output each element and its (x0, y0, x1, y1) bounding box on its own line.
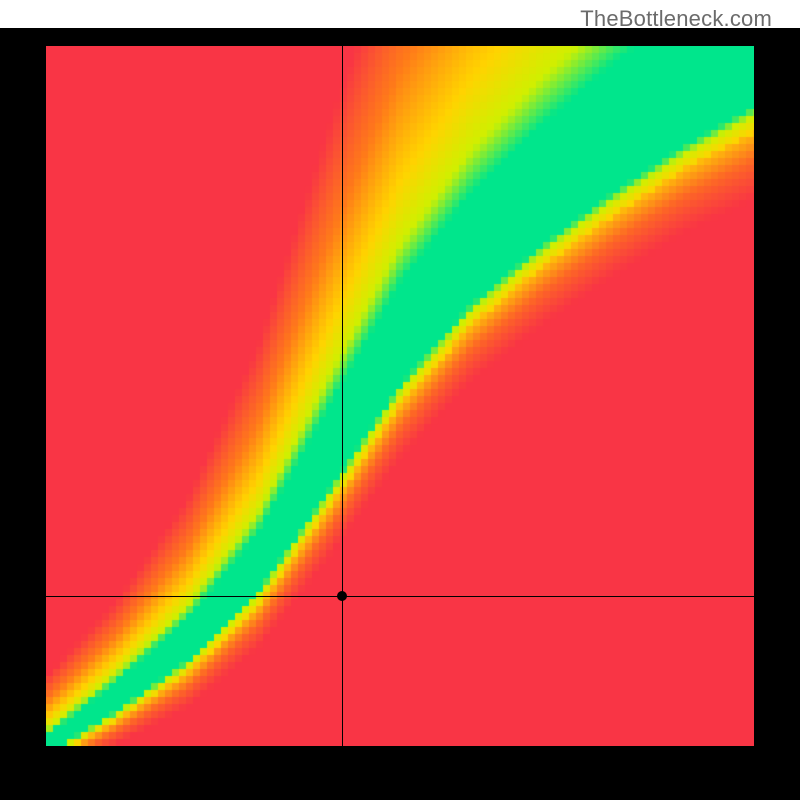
watermark-text: TheBottleneck.com (580, 6, 772, 32)
chart-frame (0, 28, 800, 800)
marker-dot (337, 591, 347, 601)
crosshair-horizontal (46, 596, 754, 597)
heatmap-plot-area (46, 46, 754, 746)
heatmap-canvas (46, 46, 754, 746)
crosshair-vertical (342, 46, 343, 746)
